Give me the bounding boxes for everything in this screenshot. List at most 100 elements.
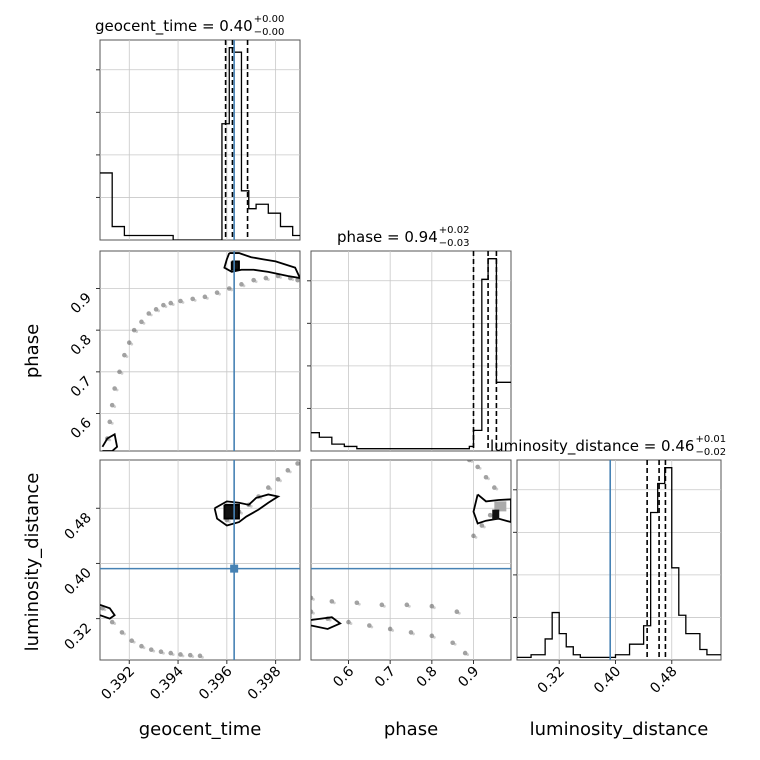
x-axis-label: geocent_time [139, 719, 262, 740]
sample-point [171, 653, 175, 657]
hist-luminosity_distance [513, 459, 722, 661]
sample-point [279, 276, 282, 279]
sample-point [478, 466, 482, 470]
sample-point [332, 601, 336, 605]
x-tick-label: 0.396 [196, 663, 236, 703]
x-tick-label: 0.6 [330, 663, 357, 690]
sample-point [214, 290, 220, 295]
sample-point [295, 461, 300, 466]
sample-point [227, 520, 231, 523]
panel-title-phase: phase = 0.94 +0.02 −0.03 [337, 225, 469, 249]
x-tick-label: 0.7 [372, 664, 399, 691]
sample-point [457, 611, 461, 615]
sample-point [453, 642, 457, 646]
sample-point [132, 640, 136, 644]
sample-point [251, 277, 256, 283]
sample-point [109, 619, 115, 625]
sample-point [103, 608, 107, 612]
gridlines [100, 460, 300, 660]
sample-point [205, 296, 209, 300]
sample-point [139, 643, 144, 649]
sample-point [157, 309, 160, 313]
sample-point [149, 313, 153, 317]
scatter-luminosity_distance-vs-geocent_time [99, 459, 301, 661]
sample-point [467, 460, 472, 463]
panel-frame [516, 459, 722, 661]
sample-point [311, 595, 314, 601]
sample-point [201, 655, 204, 659]
sample-point [285, 468, 291, 473]
sample-point [479, 523, 485, 528]
sample-point [412, 632, 415, 636]
sample-point [152, 649, 156, 653]
gridlines [100, 251, 300, 451]
sample-point [471, 533, 476, 539]
title-upper-error: +0.01 [695, 434, 726, 445]
sample-point [191, 655, 195, 659]
sample-point [349, 622, 353, 625]
sample-point [266, 278, 270, 281]
sample-point [239, 282, 244, 287]
sample-point [230, 288, 234, 292]
sample-point [158, 649, 164, 655]
sample-point [275, 477, 281, 482]
sample-point [474, 535, 478, 539]
sample-point [432, 635, 436, 639]
sample-point [146, 311, 152, 316]
sample-point [263, 275, 269, 281]
density-contour [223, 503, 240, 520]
sample-point [122, 352, 127, 358]
y-tick-label: 0.40 [61, 565, 94, 598]
sample-point [475, 464, 480, 470]
gridlines [96, 40, 300, 240]
sample-point [193, 299, 197, 302]
x-tick-label: 0.48 [647, 664, 680, 697]
title-text: geocent_time = 0.40 [95, 17, 253, 36]
sample-point [462, 650, 468, 656]
y-axis-label: luminosity_distance [22, 473, 43, 652]
sample-point [432, 606, 436, 610]
sample-point [354, 600, 360, 606]
sample-point [112, 386, 117, 391]
sample-point [482, 525, 486, 529]
sample-point [450, 640, 455, 646]
sample-point [288, 470, 292, 474]
sample-point [153, 307, 159, 312]
sample-point [404, 602, 410, 608]
sample-point [168, 300, 174, 306]
title-text: luminosity_distance = 0.46 [490, 437, 694, 456]
density-peak [492, 509, 500, 520]
sample-point [142, 321, 146, 325]
x-tick-label: 0.32 [535, 664, 568, 697]
density-contour [100, 603, 116, 620]
sample-point [311, 609, 314, 615]
sample-point [148, 647, 154, 652]
hist-geocent_time [96, 39, 301, 241]
gridlines [307, 251, 511, 451]
sample-point [391, 629, 395, 632]
panel-frame [310, 459, 512, 661]
sample-point [115, 388, 119, 392]
sample-point [218, 292, 221, 296]
panel-title-geocent_time: geocent_time = 0.40 +0.00 −0.00 [95, 14, 284, 38]
y-tick-label: 0.7 [68, 373, 95, 400]
sample-point [483, 474, 489, 480]
truth-marker [230, 564, 239, 573]
sample-point [254, 280, 258, 284]
x-tick-label: 0.40 [591, 664, 624, 697]
sample-point [408, 630, 414, 635]
sample-point [129, 638, 135, 643]
y-axis-label: phase [22, 324, 43, 378]
density-contour [213, 493, 281, 527]
sample-points [311, 460, 503, 657]
panel-title-luminosity_distance: luminosity_distance = 0.46 +0.01 −0.02 [490, 434, 726, 458]
sample-point [107, 419, 113, 425]
title-lower-error: −0.00 [254, 27, 285, 38]
x-tick-label: 0.8 [414, 664, 441, 691]
sample-point [130, 342, 134, 346]
sample-point [312, 611, 315, 615]
sample-point [113, 622, 117, 625]
sample-point [298, 463, 300, 467]
sample-point [240, 511, 243, 515]
sample-point [370, 625, 374, 629]
